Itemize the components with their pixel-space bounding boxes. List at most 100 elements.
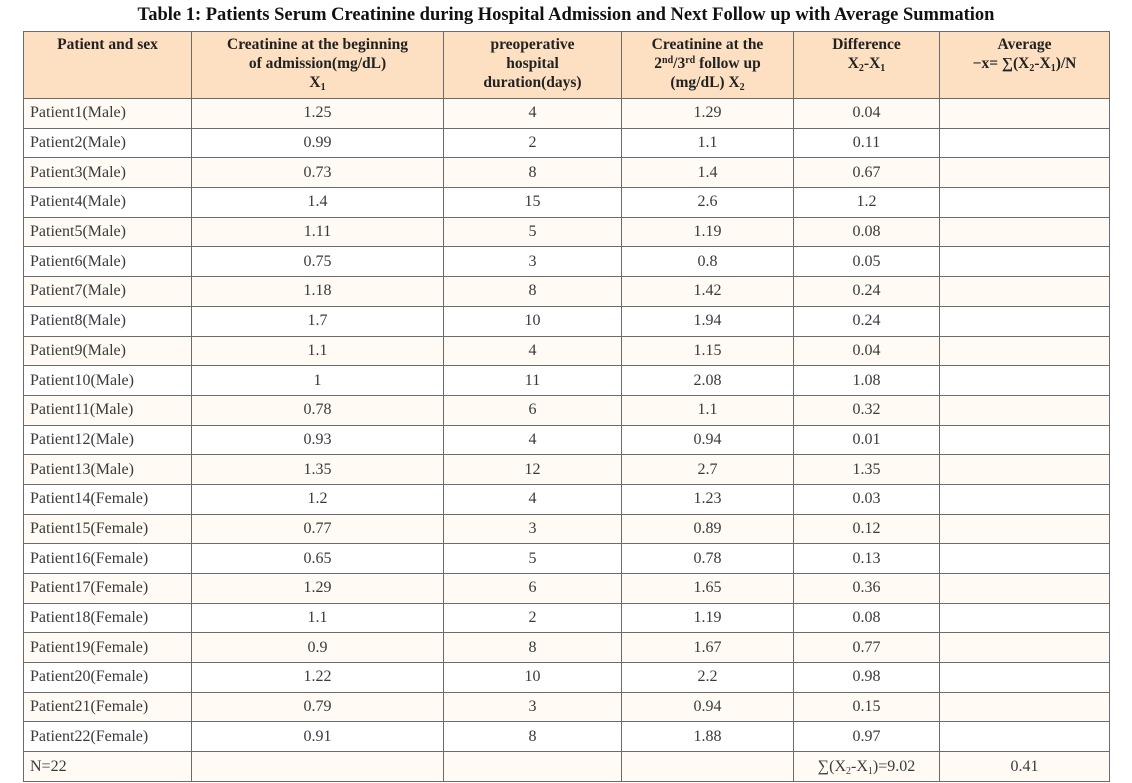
cell-average — [939, 98, 1110, 129]
table-row: Patient5(Male) 1.11 5 1.19 0.08 — [23, 216, 1110, 248]
cell-preoperative-days: 4 — [443, 335, 622, 367]
cell-creatinine-follow-up: 1.29 — [621, 98, 794, 129]
cell-difference: 0.24 — [793, 276, 940, 307]
cell-patient: Patient4(Male) — [23, 187, 192, 218]
cell-creatinine-begin: 1.22 — [191, 662, 444, 693]
cell-creatinine-begin: 0.75 — [191, 246, 444, 278]
table-row: Patient7(Male) 1.18 8 1.42 0.24 — [23, 276, 1110, 307]
cell-difference: 0.15 — [793, 691, 940, 723]
cell-creatinine-begin: 0.91 — [191, 721, 444, 753]
cell-difference: 0.13 — [793, 543, 940, 574]
table-row: Patient2(Male) 0.99 2 1.1 0.11 — [23, 127, 1110, 159]
cell-difference: 1.35 — [793, 454, 940, 485]
cell-creatinine-follow-up: 1.19 — [621, 602, 794, 634]
cell-preoperative-days: 3 — [443, 246, 622, 278]
cell-patient: Patient5(Male) — [23, 216, 192, 248]
table-row: Patient9(Male) 1.1 4 1.15 0.04 — [23, 335, 1110, 367]
cell-creatinine-follow-up: 0.89 — [621, 513, 794, 545]
cell-average — [939, 573, 1110, 604]
cell-difference: 0.12 — [793, 513, 940, 545]
cell-creatinine-begin: 0.65 — [191, 543, 444, 574]
cell-creatinine-follow-up: 1.1 — [621, 394, 794, 426]
cell-patient: Patient9(Male) — [23, 335, 192, 367]
cell-average — [939, 483, 1110, 515]
cell-difference: 0.98 — [793, 662, 940, 693]
table-row: Patient1(Male) 1.25 4 1.29 0.04 — [23, 98, 1110, 129]
cell-preoperative-days: 6 — [443, 573, 622, 604]
cell-difference: 0.97 — [793, 721, 940, 753]
cell-difference: 0.03 — [793, 483, 940, 515]
cell-creatinine-begin: 0.9 — [191, 632, 444, 664]
cell-preoperative-days: 8 — [443, 276, 622, 307]
header-preoperative-duration: preoperative hospital duration(days) — [443, 31, 622, 99]
cell-creatinine-begin: 1.1 — [191, 335, 444, 367]
cell-preoperative-days: 8 — [443, 632, 622, 664]
cell-difference: 0.24 — [793, 305, 940, 337]
cell-creatinine-follow-up: 1.4 — [621, 157, 794, 189]
cell-count: N=22 — [23, 751, 192, 783]
cell-patient: Patient11(Male) — [23, 394, 192, 426]
cell-creatinine-follow-up: 2.6 — [621, 187, 794, 218]
cell-creatinine-begin: 0.73 — [191, 157, 444, 189]
cell-creatinine-follow-up: 0.94 — [621, 691, 794, 723]
cell-average — [939, 157, 1110, 189]
creatinine-table: Patient and sex Creatinine at the beginn… — [23, 31, 1110, 783]
table-row: Patient10(Male) 1 11 2.08 1.08 — [23, 365, 1110, 396]
table-row: Patient13(Male) 1.35 12 2.7 1.35 — [23, 454, 1110, 485]
cell-difference: 0.77 — [793, 632, 940, 664]
cell-average — [939, 305, 1110, 337]
cell-preoperative-days: 11 — [443, 365, 622, 396]
table-row: Patient15(Female) 0.77 3 0.89 0.12 — [23, 513, 1110, 545]
cell-preoperative-days: 6 — [443, 394, 622, 426]
header-creatinine-follow-up: Creatinine at the 2nd/3rd follow up (mg/… — [621, 31, 794, 99]
table-footer: N=22 ∑(X2-X1)=9.02 0.41 — [23, 751, 1110, 783]
cell-creatinine-follow-up: 1.42 — [621, 276, 794, 307]
cell-patient: Patient19(Female) — [23, 632, 192, 664]
cell-patient: Patient2(Male) — [23, 127, 192, 159]
cell-preoperative-days: 5 — [443, 216, 622, 248]
cell-creatinine-follow-up: 1.23 — [621, 483, 794, 515]
cell-patient: Patient16(Female) — [23, 543, 192, 574]
cell-creatinine-begin: 1.4 — [191, 187, 444, 218]
cell-patient: Patient13(Male) — [23, 454, 192, 485]
cell-patient: Patient8(Male) — [23, 305, 192, 337]
table-row: Patient3(Male) 0.73 8 1.4 0.67 — [23, 157, 1110, 189]
cell-preoperative-days: 10 — [443, 662, 622, 693]
cell-creatinine-begin: 0.79 — [191, 691, 444, 723]
cell-patient: Patient7(Male) — [23, 276, 192, 307]
cell-average — [939, 276, 1110, 307]
cell-creatinine-follow-up: 2.08 — [621, 365, 794, 396]
cell-average — [939, 246, 1110, 278]
cell-difference: 1.2 — [793, 187, 940, 218]
cell-difference: 0.08 — [793, 216, 940, 248]
summary-row: N=22 ∑(X2-X1)=9.02 0.41 — [23, 751, 1110, 783]
cell-average — [939, 632, 1110, 664]
cell-preoperative-days: 10 — [443, 305, 622, 337]
cell-preoperative-days: 3 — [443, 691, 622, 723]
cell-average — [939, 187, 1110, 218]
cell-creatinine-begin: 1.25 — [191, 98, 444, 129]
cell-patient: Patient20(Female) — [23, 662, 192, 693]
table-row: Patient6(Male) 0.75 3 0.8 0.05 — [23, 246, 1110, 278]
table-row: Patient22(Female) 0.91 8 1.88 0.97 — [23, 721, 1110, 753]
cell-sum-difference: ∑(X2-X1)=9.02 — [793, 751, 940, 783]
cell-preoperative-days: 2 — [443, 127, 622, 159]
cell-difference: 0.01 — [793, 424, 940, 456]
cell-creatinine-follow-up: 0.8 — [621, 246, 794, 278]
cell-creatinine-follow-up: 1.19 — [621, 216, 794, 248]
cell-creatinine-begin: 1.1 — [191, 602, 444, 634]
cell-preoperative-days: 4 — [443, 483, 622, 515]
cell-preoperative-days: 3 — [443, 513, 622, 545]
cell-patient: Patient1(Male) — [23, 98, 192, 129]
cell-creatinine-begin: 1.18 — [191, 276, 444, 307]
cell-creatinine-begin: 1.7 — [191, 305, 444, 337]
cell-creatinine-begin: 1.35 — [191, 454, 444, 485]
cell-preoperative-days: 8 — [443, 721, 622, 753]
cell-average — [939, 543, 1110, 574]
cell-average — [939, 513, 1110, 545]
cell-patient: Patient10(Male) — [23, 365, 192, 396]
cell-creatinine-follow-up: 1.94 — [621, 305, 794, 337]
header-row: Patient and sex Creatinine at the beginn… — [23, 31, 1110, 99]
cell-difference: 0.04 — [793, 98, 940, 129]
cell-average — [939, 721, 1110, 753]
